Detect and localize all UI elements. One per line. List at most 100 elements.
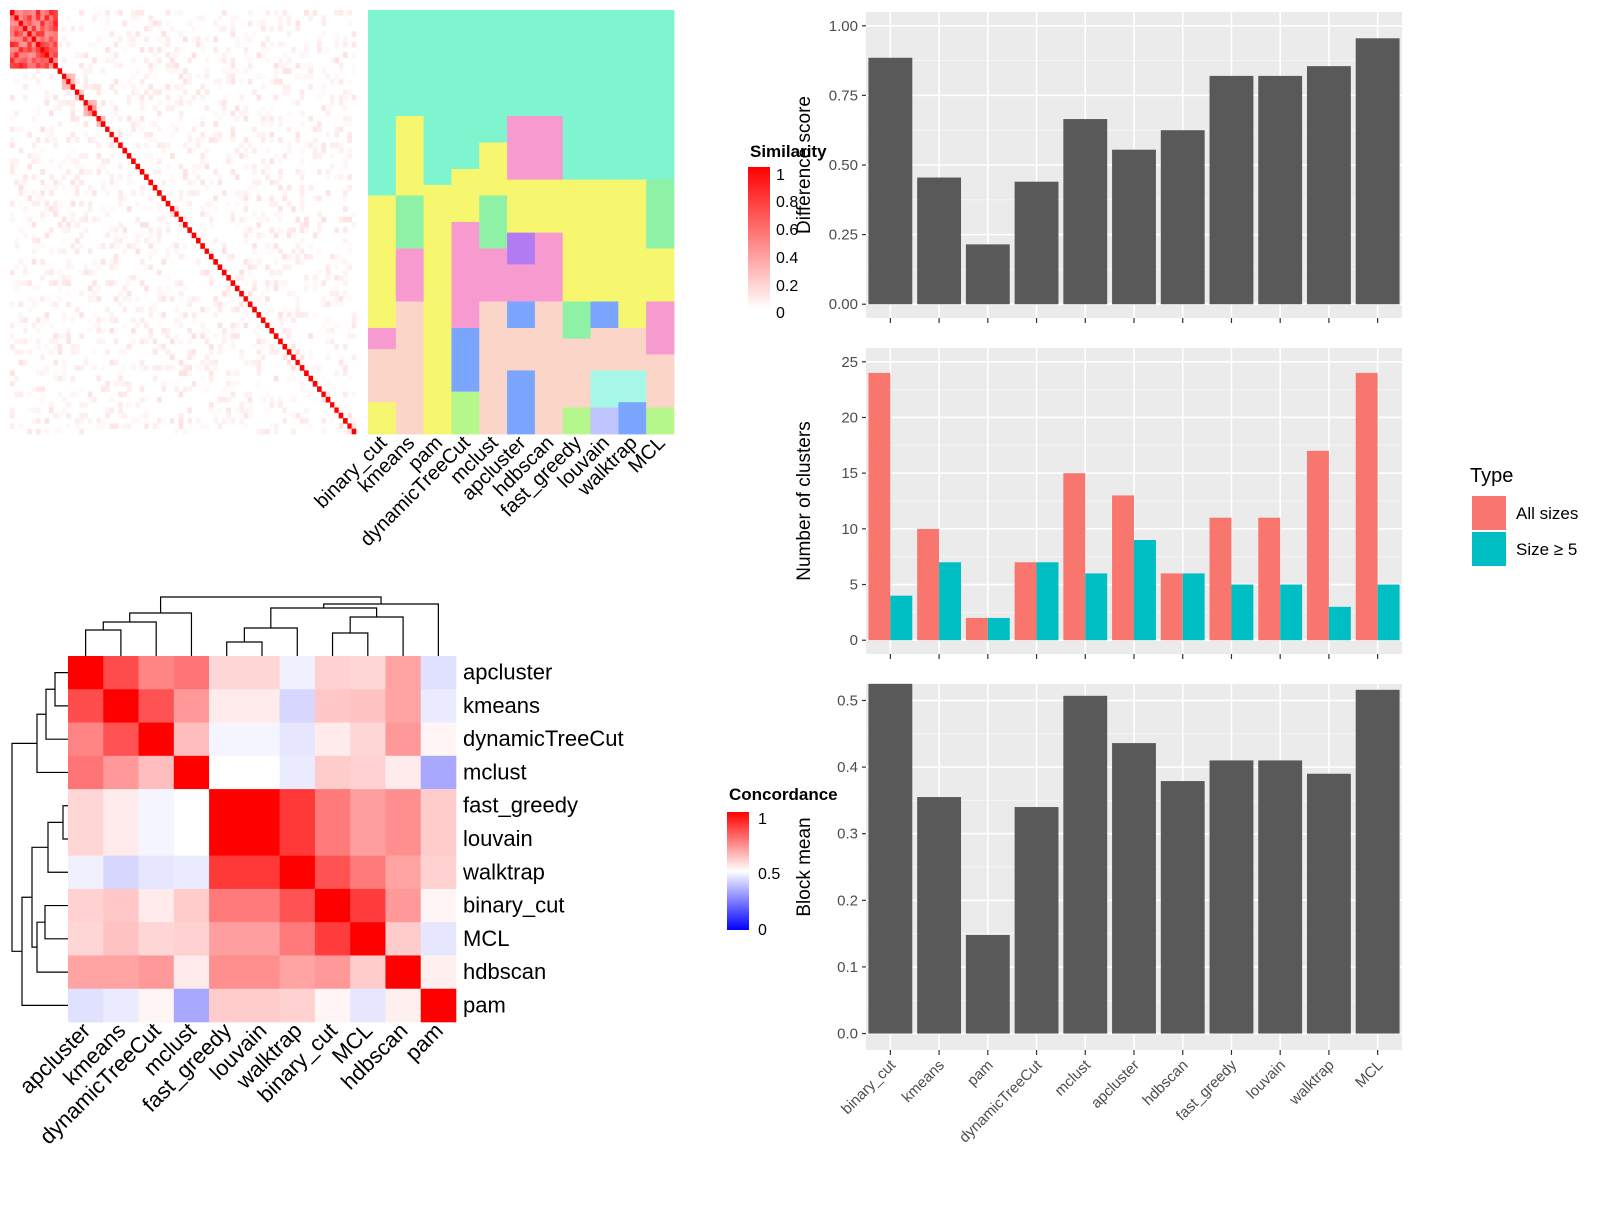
similarity-cell	[113, 381, 119, 387]
similarity-cell	[70, 264, 76, 270]
similarity-cell	[148, 158, 154, 164]
similarity-cell	[57, 391, 63, 398]
x-tick-label: mclust	[1051, 1056, 1094, 1099]
similarity-cell	[187, 365, 192, 371]
similarity-cell	[83, 402, 89, 408]
partition-cell	[368, 349, 397, 403]
similarity-cell	[178, 312, 184, 318]
similarity-cell	[312, 153, 318, 159]
similarity-cell	[113, 63, 119, 69]
similarity-cell	[334, 41, 339, 48]
similarity-cell	[308, 184, 314, 191]
similarity-cell	[57, 285, 63, 292]
similarity-cell	[113, 296, 119, 302]
similarity-cell	[343, 94, 348, 101]
similarity-cell	[247, 296, 253, 302]
similarity-cell	[157, 25, 162, 32]
similarity-cell	[265, 243, 270, 249]
similarity-cell	[157, 206, 162, 212]
similarity-cell	[139, 169, 145, 175]
similarity-cell	[239, 110, 244, 117]
similarity-cell	[74, 248, 80, 255]
similarity-cell	[144, 25, 149, 32]
similarity-cell	[269, 179, 275, 186]
similarity-cell	[44, 57, 50, 64]
similarity-cell	[105, 10, 110, 16]
similarity-cell	[53, 105, 58, 111]
similarity-cell	[170, 63, 175, 69]
similarity-cell	[208, 275, 214, 281]
similarity-cell	[178, 94, 184, 101]
similarity-cell	[226, 73, 231, 80]
similarity-cell	[217, 78, 223, 85]
similarity-cell	[113, 264, 119, 270]
concordance-cell	[68, 988, 104, 1023]
similarity-cell	[260, 317, 266, 323]
y-axis-label: Block mean	[794, 817, 815, 916]
similarity-cell	[312, 381, 318, 387]
similarity-cell	[247, 10, 253, 16]
similarity-cell	[221, 10, 227, 16]
similarity-cell	[282, 317, 288, 323]
similarity-cell	[338, 423, 344, 429]
similarity-cell	[144, 365, 149, 371]
similarity-cell	[70, 243, 76, 249]
similarity-cell	[105, 15, 110, 21]
similarity-cell	[10, 301, 15, 308]
similarity-cell	[113, 131, 119, 138]
similarity-cell	[200, 232, 205, 239]
similarity-cell	[291, 365, 296, 371]
similarity-cell	[22, 174, 28, 180]
similarity-cell	[79, 94, 84, 101]
partition-cell	[479, 142, 508, 196]
similarity-cell	[74, 365, 80, 371]
similarity-cell	[338, 126, 344, 133]
similarity-cell	[83, 100, 89, 106]
similarity-cell	[273, 153, 279, 159]
similarity-cell	[170, 153, 175, 159]
similarity-cell	[48, 41, 54, 48]
similarity-cell	[217, 407, 223, 414]
similarity-cell	[230, 110, 236, 117]
similarity-cell	[83, 354, 89, 361]
similarity-cell	[334, 142, 339, 149]
similarity-cell	[14, 15, 19, 21]
similarity-cell	[53, 137, 58, 143]
partition-cell	[562, 10, 591, 180]
concordance-cell	[68, 722, 104, 757]
similarity-cell	[278, 41, 283, 48]
similarity-cell	[178, 222, 184, 228]
similarity-cell	[325, 301, 331, 308]
similarity-cell	[10, 158, 15, 164]
similarity-cell	[304, 227, 309, 233]
similarity-cell	[269, 322, 275, 329]
similarity-cell	[299, 195, 305, 202]
similarity-cell	[347, 412, 352, 419]
similarity-cell	[74, 174, 80, 180]
similarity-cell	[265, 163, 270, 170]
similarity-cell	[118, 200, 123, 207]
similarity-cell	[31, 15, 37, 21]
similarity-cell	[109, 206, 115, 212]
similarity-cell	[286, 200, 292, 207]
concordance-cell	[138, 656, 175, 690]
similarity-cell	[157, 216, 162, 223]
similarity-cell	[61, 275, 67, 281]
similarity-cell	[183, 169, 188, 175]
similarity-cell	[92, 365, 97, 371]
similarity-cell	[317, 269, 322, 276]
similarity-cell	[183, 365, 188, 371]
similarity-cell	[105, 211, 110, 217]
similarity-cell	[53, 10, 58, 16]
similarity-cell	[118, 412, 123, 419]
similarity-cell	[48, 280, 54, 286]
bar-all-sizes	[1014, 562, 1037, 641]
similarity-cell	[178, 296, 184, 302]
similarity-cell	[260, 121, 266, 127]
similarity-cell	[187, 73, 192, 80]
similarity-cell	[35, 158, 41, 164]
similarity-cell	[304, 47, 309, 53]
similarity-cell	[243, 312, 249, 318]
similarity-cell	[252, 163, 257, 170]
